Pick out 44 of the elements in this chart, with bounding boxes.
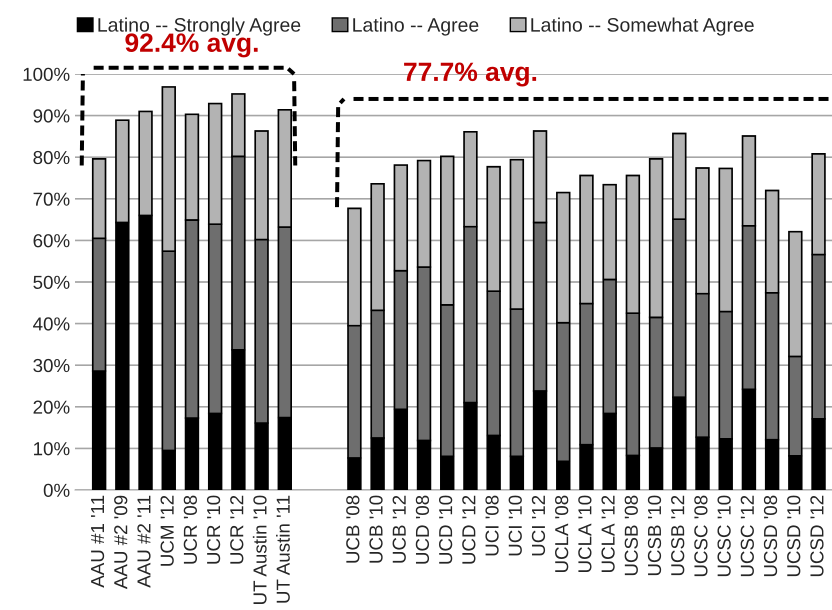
x-tick-label: UCLA '08 [555,496,568,572]
y-tick-label: 80% [33,150,70,164]
x-tick-label: UCD '10 [438,496,452,564]
y-tick-label: 20% [34,400,70,414]
x-tick-label: AAU #1 '11 [91,496,104,588]
x-tick-label: UCR '08 [184,496,197,564]
y-tick-label: 70% [34,192,70,206]
x-tick-label: UCI '12 [532,496,546,556]
x-tick-label: UCI '08 [485,496,499,556]
legend-label: Latino -- Somewhat Agree [531,18,754,36]
x-tick-label: AAU #2 '11 [137,496,151,588]
legend-label: Latino -- Agree [353,18,478,36]
x-tick-label: UCLA '12 [601,496,615,572]
y-tick-label: 30% [33,358,70,372]
x-tick-label: UCM '12 [160,496,174,566]
x-tick-label: AAU #2 '09 [114,496,128,590]
x-tick-label: UCD '08 [416,496,430,564]
y-tick-label: 90% [33,109,70,123]
y-tick-label: 50% [33,276,70,289]
x-tick-label: UCLA '10 [578,496,592,572]
x-tick-label: UCR '12 [230,496,244,564]
x-tick-label: UCSC '12 [740,496,754,576]
x-tick-label: UCSB '08 [624,496,638,576]
x-tick-label: UCSB '12 [671,496,684,576]
x-tick-label: UCR '10 [206,496,220,564]
x-tick-label: UT Austin '11 [276,496,290,603]
y-tick-label: 0% [44,484,70,497]
x-tick-label: UCSD '08 [764,496,778,576]
x-tick-label: UCSC '08 [694,496,708,576]
y-tick-label: 10% [34,442,70,456]
x-tick-label: UCSD '10 [787,496,800,576]
x-tick-label: UCB '08 [346,496,360,563]
y-tick-label: 100% [24,68,70,81]
x-tick-label: UT Austin '10 [252,496,267,604]
y-tick-label: 40% [33,317,70,331]
x-tick-label: UCB '10 [369,496,383,563]
annotation: 77.7% avg. [404,62,536,86]
x-tick-label: UCI '10 [508,496,522,556]
x-tick-label: UCSD '12 [810,496,824,576]
x-tick-label: UCSB '10 [648,496,662,576]
x-tick-label: UCB '12 [392,496,406,563]
y-tick-label: 60% [34,234,70,248]
x-tick-label: UCD '12 [462,496,476,564]
x-tick-label: UCSC '10 [717,496,731,576]
